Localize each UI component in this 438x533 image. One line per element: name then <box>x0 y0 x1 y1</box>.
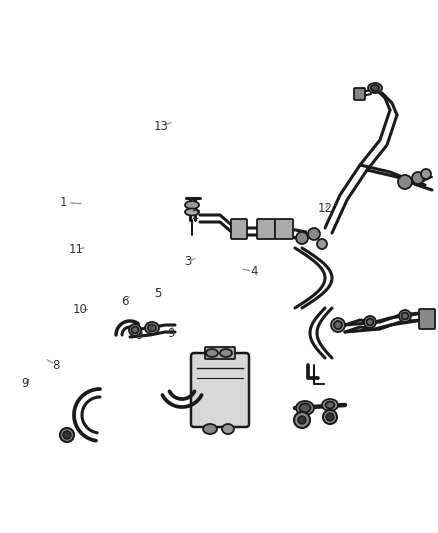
Text: 1: 1 <box>60 196 67 209</box>
Ellipse shape <box>364 316 376 328</box>
Text: 7: 7 <box>147 323 155 336</box>
Ellipse shape <box>308 228 320 240</box>
Ellipse shape <box>331 318 345 332</box>
Ellipse shape <box>322 399 338 411</box>
FancyBboxPatch shape <box>231 219 247 239</box>
Circle shape <box>323 410 337 424</box>
FancyBboxPatch shape <box>257 219 275 239</box>
Ellipse shape <box>367 319 374 326</box>
Circle shape <box>63 431 71 439</box>
Ellipse shape <box>129 324 141 336</box>
Ellipse shape <box>203 424 217 434</box>
Text: 4: 4 <box>250 265 258 278</box>
Ellipse shape <box>325 401 335 408</box>
Text: 3: 3 <box>185 255 192 268</box>
Ellipse shape <box>399 310 411 322</box>
Text: 10: 10 <box>72 303 87 316</box>
Text: 5: 5 <box>154 287 161 300</box>
Ellipse shape <box>398 175 412 189</box>
Circle shape <box>326 413 334 421</box>
Text: 6: 6 <box>121 295 129 308</box>
FancyBboxPatch shape <box>354 88 365 100</box>
Ellipse shape <box>334 321 342 329</box>
Circle shape <box>60 428 74 442</box>
Text: 13: 13 <box>154 120 169 133</box>
Text: 9: 9 <box>167 327 175 340</box>
Ellipse shape <box>148 325 156 332</box>
Text: 9: 9 <box>135 329 143 342</box>
Ellipse shape <box>131 327 138 334</box>
Text: 11: 11 <box>69 243 84 256</box>
FancyBboxPatch shape <box>419 309 435 329</box>
Ellipse shape <box>421 169 431 179</box>
Circle shape <box>298 416 306 424</box>
FancyBboxPatch shape <box>275 219 293 239</box>
Ellipse shape <box>206 349 218 357</box>
Ellipse shape <box>317 239 327 249</box>
Ellipse shape <box>300 403 311 413</box>
Ellipse shape <box>185 201 199 209</box>
Ellipse shape <box>296 401 314 415</box>
Circle shape <box>294 412 310 428</box>
Text: 2: 2 <box>191 209 199 222</box>
Ellipse shape <box>222 424 234 434</box>
Ellipse shape <box>145 322 159 334</box>
Ellipse shape <box>402 312 409 319</box>
FancyBboxPatch shape <box>205 347 235 359</box>
Ellipse shape <box>220 349 232 357</box>
Ellipse shape <box>185 208 199 215</box>
FancyBboxPatch shape <box>191 353 249 427</box>
Ellipse shape <box>412 172 424 184</box>
Ellipse shape <box>368 83 382 93</box>
Text: 12: 12 <box>318 203 332 215</box>
Ellipse shape <box>296 232 308 244</box>
Ellipse shape <box>371 85 379 91</box>
Text: 8: 8 <box>53 359 60 372</box>
Text: 9: 9 <box>21 377 29 390</box>
